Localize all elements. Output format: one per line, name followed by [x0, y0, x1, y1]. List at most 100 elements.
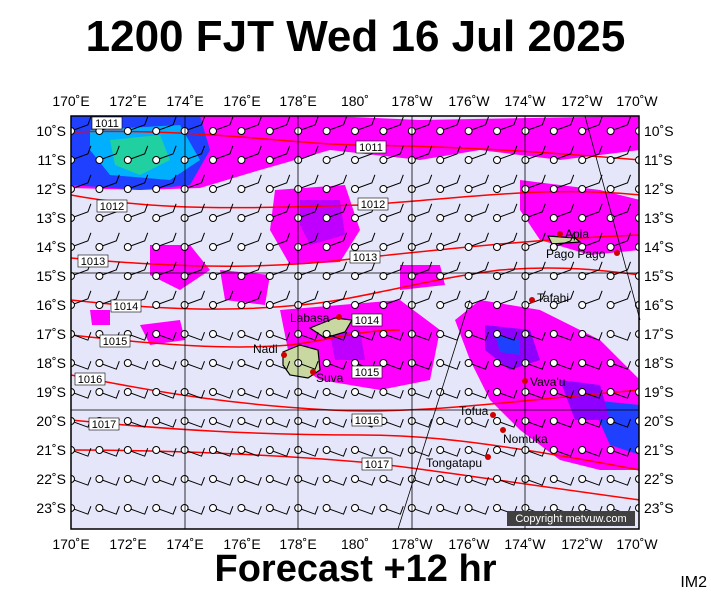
wind-barb [322, 203, 347, 222]
wind-barb [436, 145, 461, 164]
wind-barb [549, 504, 575, 515]
lat-label: 10˚S [36, 123, 66, 139]
wind-barb [436, 290, 461, 309]
lat-label: 14˚S [644, 239, 674, 255]
place-name: Apia [565, 227, 589, 241]
wind-barb [322, 232, 347, 251]
wind-barb [123, 232, 149, 251]
isobar-label: 1014 [355, 315, 379, 327]
lat-label: 18˚S [644, 355, 674, 371]
wind-barb [322, 116, 347, 135]
wind-barb [265, 330, 291, 341]
place-name: Tofua [459, 404, 489, 418]
wind-barb [237, 174, 262, 193]
lat-label: 11˚S [644, 152, 673, 168]
isobar-label: 1012 [100, 201, 124, 213]
wind-barb [152, 116, 177, 135]
isobar-label: 1017 [92, 419, 116, 431]
wind-barb [521, 203, 546, 222]
wind-barb [436, 203, 461, 222]
wind-barb [493, 261, 518, 280]
wind-barb [578, 359, 603, 370]
isobar-label: 1015 [103, 336, 127, 348]
wind-barb [464, 330, 489, 341]
wind-barb [71, 203, 92, 222]
wind-barb [95, 261, 120, 280]
wind-barb [209, 174, 234, 193]
lon-label: 178˚W [391, 93, 433, 109]
wind-barb [209, 330, 234, 341]
wind-barb [95, 359, 120, 370]
wind-barb [123, 203, 149, 222]
lat-label: 10˚S [644, 123, 674, 139]
wind-barb [71, 145, 92, 164]
wind-barb [493, 330, 518, 341]
lon-label: 170˚E [52, 93, 89, 109]
wind-barb [521, 388, 546, 399]
wind-barb [379, 145, 404, 164]
wind-barb [322, 290, 347, 309]
lat-label: 23˚S [36, 500, 66, 516]
wind-barb [549, 145, 575, 164]
wind-barb [436, 174, 461, 193]
lat-label: 21˚S [644, 442, 674, 458]
lat-label: 23˚S [644, 500, 674, 516]
wind-barb [237, 359, 262, 370]
wind-barb [209, 261, 234, 280]
wind-barbs [71, 116, 639, 515]
wind-barb [123, 475, 149, 486]
wind-barb [152, 417, 177, 428]
lat-label: 18˚S [36, 355, 66, 371]
lon-label: 176˚W [448, 93, 490, 109]
lat-labels: 10˚S 10˚S 11˚S 11˚S 12˚S 12˚S 13˚S 13˚S 14˚S 14˚S… [36, 123, 673, 516]
wind-barb [521, 145, 546, 164]
top-lon-labels: 170˚E 172˚E 174˚E 176˚E 178˚E 180˚ 178˚W… [52, 93, 658, 109]
wind-barb [464, 261, 489, 280]
wind-barb [436, 417, 461, 428]
wind-barb [464, 145, 489, 164]
isobar-label: 1016 [355, 415, 379, 427]
wind-barb [265, 504, 291, 515]
wind-barb [152, 290, 177, 309]
wind-barb [464, 359, 489, 370]
lon-label: 180˚ [341, 536, 369, 552]
wind-barb [237, 446, 262, 457]
wind-barb [635, 214, 639, 222]
isobar-label: 1017 [365, 459, 389, 471]
wind-barb [464, 475, 489, 486]
wind-barb [95, 388, 120, 399]
wind-barb [606, 145, 631, 164]
lon-label: 178˚E [279, 93, 316, 109]
forecast-label: Forecast +12 hr [214, 548, 497, 590]
wind-barb [578, 261, 603, 280]
wind-barb [635, 475, 639, 483]
wind-barb [606, 232, 631, 251]
lon-label: 174˚W [504, 93, 546, 109]
copyright-box [507, 511, 635, 526]
place-name: Suva [316, 371, 344, 385]
wind-barb [71, 330, 92, 341]
map-title: 1200 FJT Wed 16 Jul 2025 [85, 12, 626, 61]
wind-barb [549, 446, 575, 457]
wind-barb [379, 475, 404, 486]
wind-barb [606, 446, 631, 457]
lon-label: 174˚W [504, 536, 546, 552]
wind-barb [237, 330, 262, 341]
wind-barb [379, 388, 404, 399]
wind-barb [578, 290, 603, 309]
wind-barb [436, 116, 461, 135]
wind-barb [521, 232, 546, 251]
lat-label: 13˚S [644, 210, 674, 226]
wind-barb [322, 145, 347, 164]
wind-barb [578, 330, 603, 341]
isobar-label: 1012 [361, 199, 385, 211]
place-name: Pago Pago [546, 247, 606, 261]
wind-barb [123, 116, 149, 135]
wind-barb [95, 446, 120, 457]
lon-label: 176˚E [223, 93, 260, 109]
wind-barb [549, 174, 575, 193]
wind-barb [635, 504, 639, 512]
lat-label: 15˚S [644, 268, 674, 284]
wind-barb [123, 446, 149, 457]
wind-barb [635, 127, 639, 135]
